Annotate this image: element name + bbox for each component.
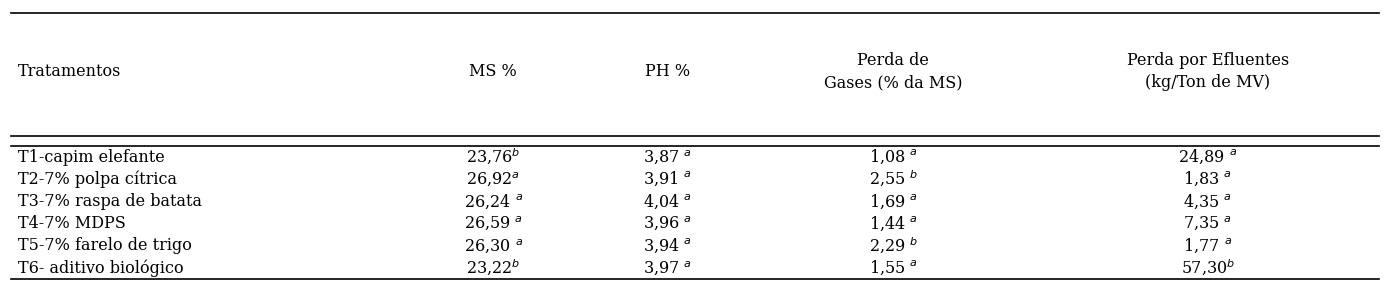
Text: MS %: MS % [470, 63, 517, 80]
Text: 3,87 $^{a}$: 3,87 $^{a}$ [644, 148, 692, 166]
Text: 4,04 $^{a}$: 4,04 $^{a}$ [644, 192, 692, 211]
Text: 26,59 $^{a}$: 26,59 $^{a}$ [464, 215, 523, 232]
Text: 3,97 $^{a}$: 3,97 $^{a}$ [644, 259, 692, 277]
Text: 7,35 $^{a}$: 7,35 $^{a}$ [1183, 215, 1233, 232]
Text: 1,77 $^{a}$: 1,77 $^{a}$ [1183, 237, 1233, 255]
Text: 24,89 $^{a}$: 24,89 $^{a}$ [1179, 148, 1237, 166]
Text: 3,96 $^{a}$: 3,96 $^{a}$ [644, 215, 692, 232]
Text: 1,08 $^{a}$: 1,08 $^{a}$ [869, 148, 917, 166]
Text: 4,35 $^{a}$: 4,35 $^{a}$ [1183, 192, 1233, 211]
Text: T1-capim elefante: T1-capim elefante [18, 149, 165, 166]
Text: T6- aditivo biológico: T6- aditivo biológico [18, 259, 183, 277]
Text: 1,83 $^{a}$: 1,83 $^{a}$ [1183, 170, 1233, 188]
Text: 57,30$^{b}$: 57,30$^{b}$ [1180, 258, 1236, 278]
Text: T2-7% polpa cítrica: T2-7% polpa cítrica [18, 171, 177, 188]
Text: 1,55 $^{a}$: 1,55 $^{a}$ [869, 259, 917, 277]
Text: T3-7% raspa de batata: T3-7% raspa de batata [18, 193, 202, 210]
Text: 1,69 $^{a}$: 1,69 $^{a}$ [869, 192, 917, 211]
Text: Tratamentos: Tratamentos [18, 63, 121, 80]
Text: 2,29 $^{b}$: 2,29 $^{b}$ [869, 236, 917, 256]
Text: 26,24 $^{a}$: 26,24 $^{a}$ [464, 192, 523, 211]
Text: PH %: PH % [645, 63, 691, 80]
Text: T4-7% MDPS: T4-7% MDPS [18, 215, 126, 232]
Text: Perda de
Gases (% da MS): Perda de Gases (% da MS) [824, 52, 963, 91]
Text: 26,30 $^{a}$: 26,30 $^{a}$ [464, 237, 523, 255]
Text: 1,44 $^{a}$: 1,44 $^{a}$ [869, 214, 917, 233]
Text: 2,55 $^{b}$: 2,55 $^{b}$ [869, 169, 917, 189]
Text: 23,22$^{b}$: 23,22$^{b}$ [466, 258, 520, 278]
Text: 3,91 $^{a}$: 3,91 $^{a}$ [644, 170, 692, 188]
Text: 26,92$^{a}$: 26,92$^{a}$ [467, 170, 520, 188]
Text: T5-7% farelo de trigo: T5-7% farelo de trigo [18, 237, 192, 254]
Text: 3,94 $^{a}$: 3,94 $^{a}$ [644, 237, 692, 255]
Text: 23,76$^{b}$: 23,76$^{b}$ [466, 147, 520, 167]
Text: Perda por Efluentes
(kg/Ton de MV): Perda por Efluentes (kg/Ton de MV) [1127, 52, 1289, 91]
